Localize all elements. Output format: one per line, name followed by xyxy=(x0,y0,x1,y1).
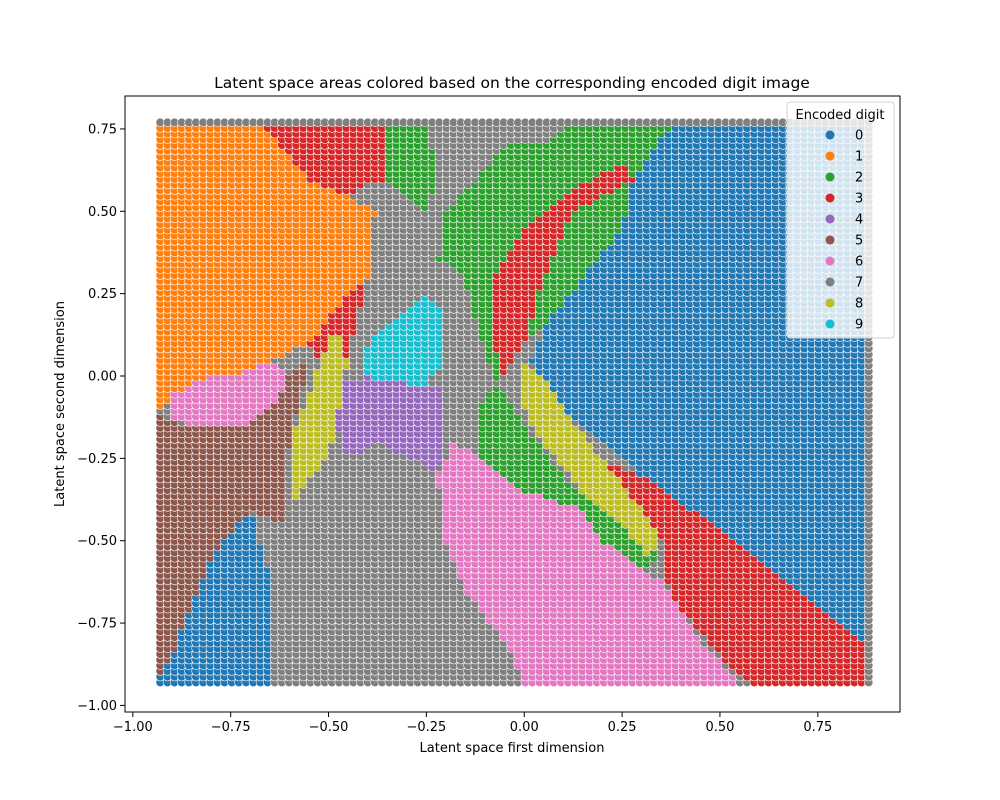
chart-title: Latent space areas colored based on the … xyxy=(214,74,810,92)
scatter-points xyxy=(155,117,874,688)
